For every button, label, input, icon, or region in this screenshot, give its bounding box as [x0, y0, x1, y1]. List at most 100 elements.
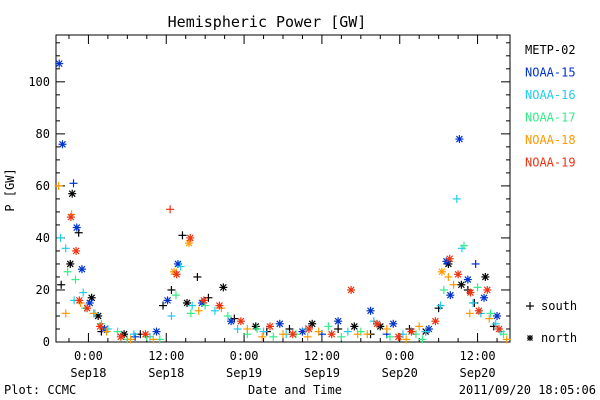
point-noaa-19-north — [96, 322, 105, 331]
marker-stroke-d2 — [493, 312, 501, 320]
marker-stroke-d2 — [117, 333, 125, 341]
point-noaa-17-south — [253, 324, 262, 333]
x-tick-label-date: Sep18 — [70, 366, 106, 380]
point-noaa-17-south — [439, 285, 448, 294]
point-noaa-17-south — [459, 241, 468, 250]
point-noaa-18-south — [61, 309, 70, 318]
marker-stroke-d2 — [183, 299, 191, 307]
marker-stroke-d2 — [186, 234, 194, 242]
marker-stroke-d2 — [66, 260, 74, 268]
point-noaa-18-south — [279, 330, 287, 339]
y-tick-label: 100 — [28, 75, 50, 89]
point-noaa-19-north — [288, 330, 297, 339]
marker-stroke-d2 — [75, 296, 83, 304]
point-metp-02-north — [68, 189, 77, 198]
point-noaa-16-south — [421, 327, 430, 336]
point-noaa-17-south — [269, 332, 278, 341]
marker-stroke-d2 — [219, 283, 227, 291]
point-noaa-16-south — [176, 262, 185, 271]
x-tick-label-time: 12:00 — [304, 349, 340, 363]
marker-stroke-d2 — [174, 260, 182, 268]
point-noaa-19-north — [266, 322, 275, 331]
y-tick-label: 20 — [36, 283, 50, 297]
point-noaa-15-north — [446, 291, 455, 300]
point-noaa-19-north — [186, 233, 195, 242]
marker-stroke-d2 — [475, 307, 483, 315]
point-noaa-18-south — [485, 314, 494, 323]
x-tick-label-date: Sep20 — [382, 366, 418, 380]
axes-group: 0 20 40 60 80 100 0:00 Sep18 12:00 Sep18 0:00 Sep19… — [28, 34, 511, 380]
marker-stroke-d2 — [153, 328, 160, 336]
point-noaa-18-south — [502, 335, 511, 344]
point-noaa-18-south — [449, 280, 458, 289]
x-tick-label-time: 0:00 — [230, 349, 259, 363]
point-noaa-19-north — [373, 319, 382, 328]
point-noaa-19-north — [75, 296, 84, 305]
marker-stroke-d2 — [431, 317, 439, 325]
marker-stroke-d2 — [373, 320, 381, 328]
point-noaa-19-north — [215, 301, 224, 310]
marker-stroke-d2 — [395, 333, 402, 341]
point-noaa-19-north — [483, 285, 492, 294]
marker-stroke-d2 — [227, 317, 235, 325]
point-noaa-19-north — [474, 306, 483, 315]
point-noaa-16-south — [56, 233, 65, 242]
point-noaa-15-north — [152, 327, 161, 336]
point-noaa-18-south — [363, 330, 372, 339]
x-tick-label-date: Sep19 — [226, 366, 262, 380]
point-noaa-19-north — [304, 324, 313, 333]
point-noaa-18-south — [444, 272, 453, 281]
point-noaa-17-south — [386, 332, 395, 341]
point-metp-02-south — [57, 280, 66, 289]
point-noaa-17-south — [499, 330, 508, 339]
point-noaa-15-north — [389, 319, 398, 328]
point-noaa-19-north — [199, 296, 208, 305]
point-metp-02-south — [193, 272, 202, 281]
legend-entry-noaa-15: NOAA-15 — [525, 66, 576, 80]
point-noaa-18-south — [402, 335, 411, 344]
x-tick-label-time: 12:00 — [148, 349, 184, 363]
point-noaa-19-north — [141, 330, 150, 339]
point-metp-02-north — [350, 322, 359, 331]
point-noaa-17-south — [486, 309, 495, 318]
marker-stroke-d2 — [457, 281, 465, 289]
marker-stroke-d2 — [94, 312, 102, 320]
legend-entry-noaa-16: NOAA-16 — [525, 88, 576, 102]
y-tick-label: 80 — [36, 127, 50, 141]
marker-stroke-d2 — [446, 255, 454, 263]
x-tick-label-date: Sep19 — [304, 366, 340, 380]
point-noaa-19-north — [466, 288, 475, 297]
point-noaa-15-north — [455, 135, 464, 144]
marker-stroke-d2 — [467, 289, 474, 296]
point-metp-02-south — [159, 301, 168, 310]
data-points-group — [54, 59, 511, 344]
x-tick-label-time: 0:00 — [74, 349, 103, 363]
point-noaa-19-north — [407, 327, 416, 336]
marker-stroke-d2 — [68, 190, 76, 198]
point-noaa-18-south — [194, 306, 203, 315]
point-noaa-17-south — [71, 275, 80, 284]
chart-title: Hemispheric Power [GW] — [168, 13, 367, 31]
point-noaa-15-north — [334, 317, 343, 326]
point-noaa-19-north — [327, 330, 336, 339]
marker-stroke-d2 — [72, 247, 80, 255]
legend-group: METP-02 NOAA-15 NOAA-16 NOAA-17 NOAA-18 NOAA-… — [525, 43, 577, 345]
point-noaa-16-south — [452, 194, 461, 203]
point-noaa-18-south — [126, 335, 135, 344]
marker-stroke-d2 — [483, 286, 491, 294]
marker-stroke-d2 — [96, 322, 104, 330]
point-noaa-18-south — [303, 332, 312, 341]
point-noaa-16-south — [233, 324, 242, 333]
point-metp-02-north — [481, 272, 490, 281]
point-noaa-15-north — [275, 319, 284, 328]
point-noaa-16-south — [469, 298, 478, 307]
marker-stroke-d2 — [67, 213, 75, 221]
point-noaa-17-south — [473, 283, 482, 292]
point-metp-02-south — [334, 324, 343, 333]
marker-stroke-d2 — [252, 322, 260, 330]
point-noaa-17-south — [171, 291, 180, 300]
plot-timestamp: 2011/09/20 18:05:06 — [459, 383, 596, 397]
x-tick-label-time: 12:00 — [460, 349, 496, 363]
point-noaa-16-south — [79, 288, 88, 297]
plot-credit: Plot: CCMC — [4, 383, 76, 397]
